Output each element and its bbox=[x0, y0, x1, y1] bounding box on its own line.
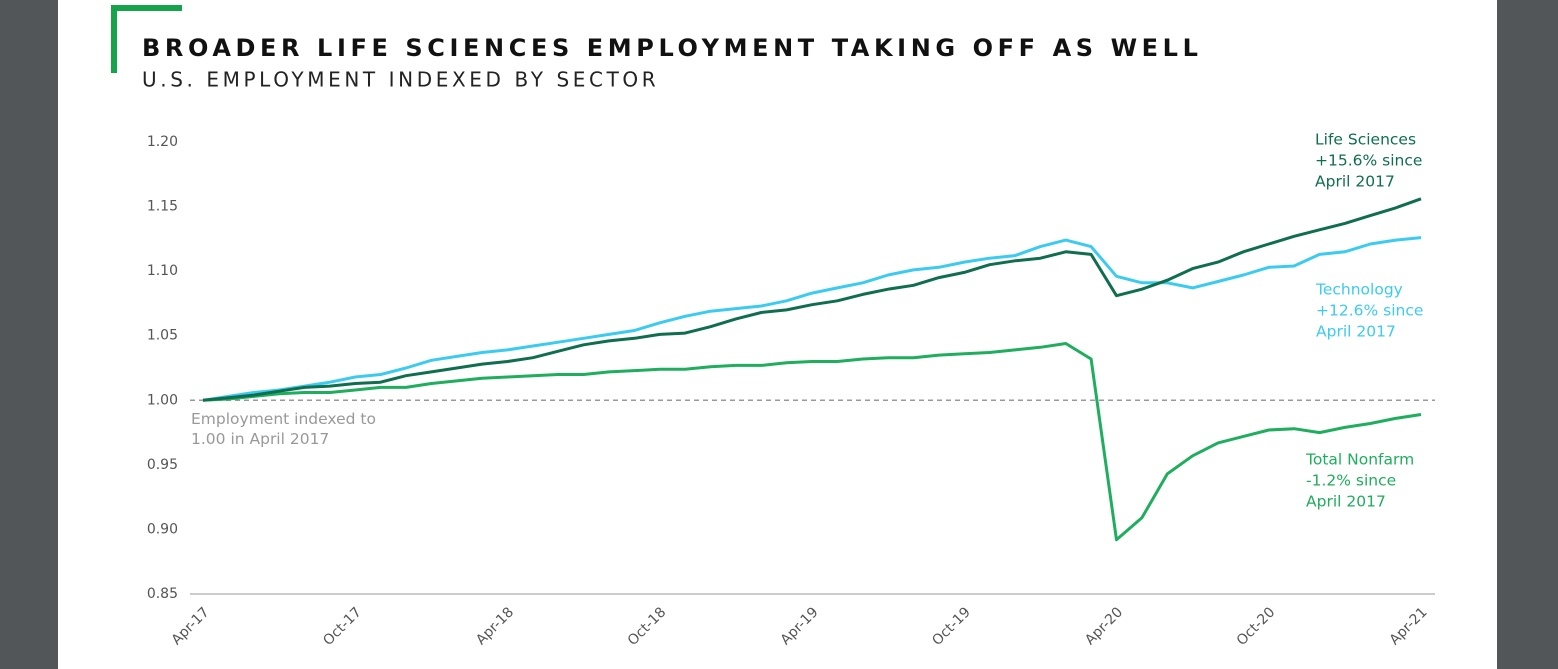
series-annotation: +12.6% since bbox=[1316, 302, 1423, 320]
reference-label: Employment indexed to bbox=[191, 410, 376, 428]
page-sheet bbox=[58, 0, 1497, 669]
chart-subtitle: U.S. EMPLOYMENT INDEXED BY SECTOR bbox=[142, 68, 659, 92]
y-tick-label: 1.10 bbox=[147, 263, 178, 279]
series-annotation: April 2017 bbox=[1315, 173, 1395, 191]
series-name: Life Sciences bbox=[1315, 131, 1416, 149]
y-tick-label: 0.85 bbox=[147, 586, 178, 602]
y-tick-label: 1.20 bbox=[147, 134, 178, 150]
series-name: Technology bbox=[1315, 281, 1403, 299]
chart-title: BROADER LIFE SCIENCES EMPLOYMENT TAKING … bbox=[142, 34, 1202, 62]
series-name: Total Nonfarm bbox=[1305, 451, 1414, 469]
y-tick-label: 1.15 bbox=[147, 199, 178, 215]
y-tick-label: 0.95 bbox=[147, 457, 178, 473]
reference-label: 1.00 in April 2017 bbox=[191, 430, 329, 448]
series-line bbox=[202, 342, 1422, 542]
series-annotation: +15.6% since bbox=[1315, 152, 1422, 170]
series-line bbox=[202, 236, 1422, 402]
corner-bracket bbox=[111, 5, 182, 73]
series-line bbox=[202, 197, 1422, 402]
series-annotation: -1.2% since bbox=[1306, 472, 1396, 490]
y-tick-label: 0.90 bbox=[147, 521, 178, 537]
series-annotation: April 2017 bbox=[1316, 323, 1396, 341]
y-tick-label: 1.05 bbox=[147, 328, 178, 344]
series-annotation: April 2017 bbox=[1306, 493, 1386, 511]
y-tick-label: 1.00 bbox=[147, 392, 178, 408]
